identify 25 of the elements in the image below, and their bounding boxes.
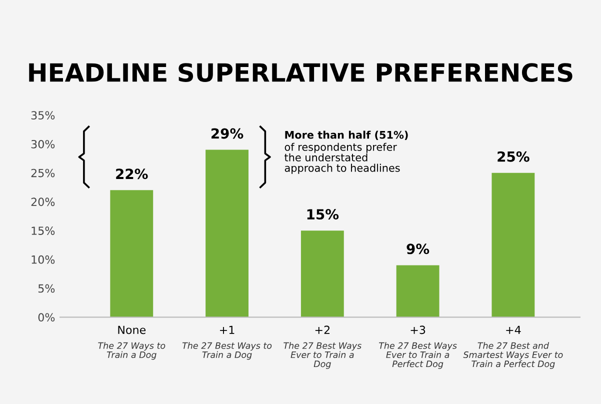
bar bbox=[206, 150, 248, 318]
y-tick-label: 25% bbox=[31, 168, 55, 178]
bar bbox=[492, 172, 535, 318]
data-label: 9% bbox=[406, 244, 430, 254]
y-tick-label: 0% bbox=[38, 313, 55, 322]
y-tick-label: 15% bbox=[32, 226, 55, 235]
x-tick-label: +1 The 27 Best Ways to Train a Dog bbox=[182, 326, 272, 360]
x-tick-label: +3 The 27 Best Ways Ever to Train a Perfect Dog bbox=[378, 326, 457, 369]
chart-title: HEADLINE SUPERLATIVE PREFERENCES bbox=[29, 63, 572, 82]
annotation: More than half (51%) of respondents prefer the understated approach to headlines bbox=[284, 130, 408, 174]
data-label: 15% bbox=[307, 209, 339, 220]
x-tick-label: +2 The 27 Best Ways Ever to Train a Dog bbox=[284, 326, 362, 369]
data-label: 25% bbox=[498, 151, 530, 162]
bar bbox=[300, 230, 344, 318]
y-tick-label: 5% bbox=[38, 284, 55, 293]
y-tick-label: 30% bbox=[31, 140, 55, 148]
y-tick-label: 10% bbox=[32, 255, 55, 264]
data-label: 29% bbox=[212, 128, 244, 139]
x-tick-label: +4 The 27 Best and Smartest Ways Ever to Train a Perfect Dog bbox=[463, 326, 563, 369]
bar bbox=[110, 190, 154, 318]
y-tick-label: 20% bbox=[31, 198, 55, 206]
y-tick-label: 35% bbox=[31, 111, 55, 120]
bar bbox=[396, 265, 440, 318]
x-tick-label: None The 27 Ways to Train a Dog bbox=[98, 326, 166, 360]
data-label: 22% bbox=[116, 168, 148, 180]
